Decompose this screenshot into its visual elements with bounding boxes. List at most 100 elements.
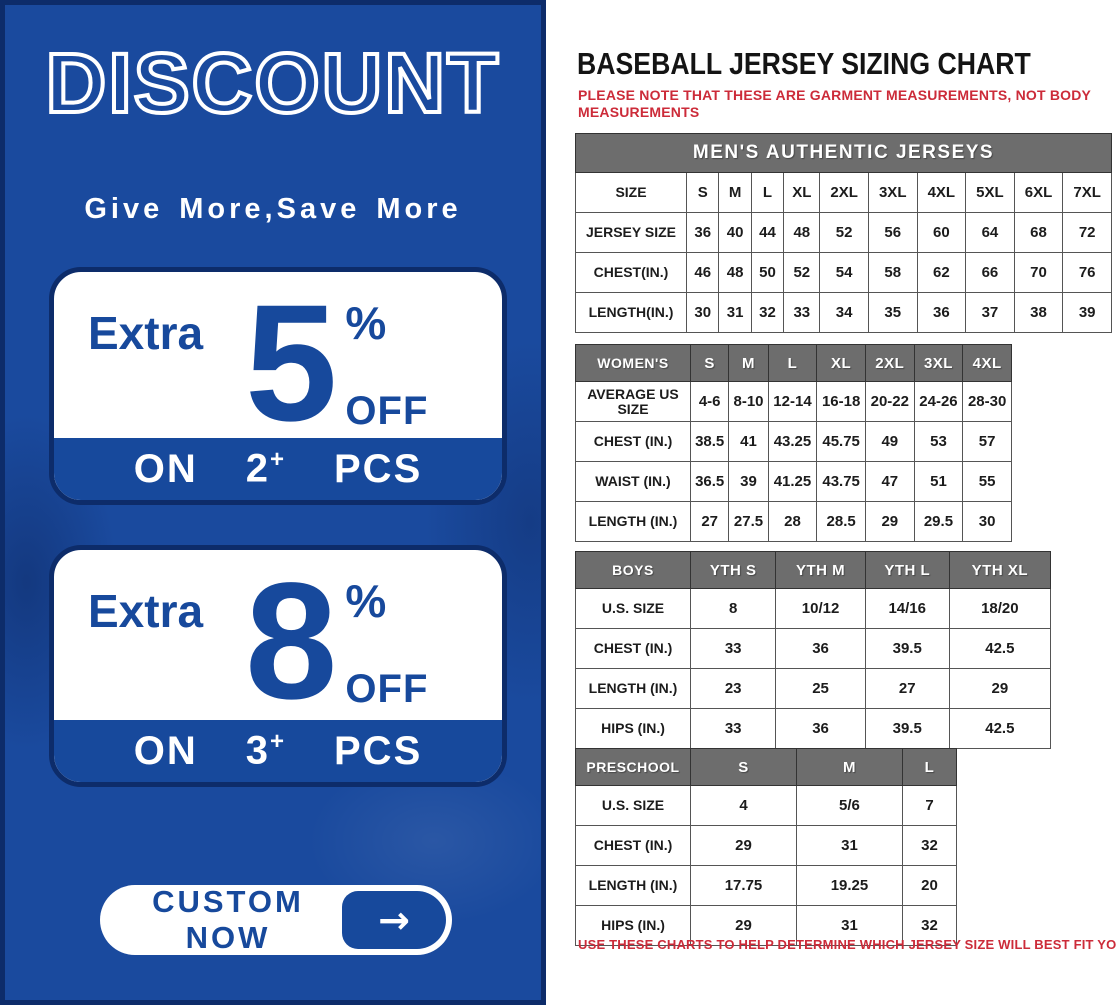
value-cell: 32 bbox=[901, 905, 958, 946]
table-row: LENGTH (IN.) 27 27.5 28 28.5 29 29.5 30 bbox=[575, 501, 1012, 542]
value-cell: 30 bbox=[962, 501, 1012, 542]
value-cell: 66 bbox=[965, 252, 1015, 293]
table-row: HIPS (IN.) 29 31 32 bbox=[575, 905, 958, 946]
value-cell: 31 bbox=[795, 825, 903, 866]
value-cell: 24-26 bbox=[913, 381, 964, 422]
value-cell: 72 bbox=[1062, 212, 1112, 253]
row-label-cell: CHEST (IN.) bbox=[575, 628, 691, 669]
value-cell: 51 bbox=[913, 461, 964, 502]
value-cell: 36 bbox=[775, 708, 866, 749]
cta-arrow-chip: → bbox=[342, 891, 446, 949]
value-cell: 38 bbox=[1013, 292, 1064, 333]
value-cell: 42.5 bbox=[948, 708, 1052, 749]
value-cell: 58 bbox=[867, 252, 918, 293]
value-cell: 3XL bbox=[867, 172, 918, 213]
table-row: U.S. SIZE 8 10/12 14/16 18/20 bbox=[575, 588, 1052, 629]
value-cell: 42.5 bbox=[948, 628, 1052, 669]
column-header-cell: 4XL bbox=[962, 344, 1012, 382]
value-cell: 28 bbox=[767, 501, 818, 542]
value-cell: 36 bbox=[916, 292, 967, 333]
custom-now-button[interactable]: CUSTOM NOW → bbox=[100, 884, 452, 955]
table-row: WAIST (IN.) 36.5 39 41.25 43.75 47 51 55 bbox=[575, 461, 1012, 502]
womens-header-label: WOMEN'S bbox=[575, 344, 691, 382]
offer-condition-bar: ON 3+ PCS bbox=[54, 720, 502, 782]
value-cell: 70 bbox=[1013, 252, 1064, 293]
mens-table: MEN'S AUTHENTIC JERSEYS SIZE S M L XL 2XL 3XL 4X… bbox=[575, 133, 1112, 333]
value-cell: 27 bbox=[689, 501, 730, 542]
row-label-cell: U.S. SIZE bbox=[575, 588, 691, 629]
value-cell: 60 bbox=[916, 212, 967, 253]
column-header-cell: 2XL bbox=[864, 344, 915, 382]
value-cell: 44 bbox=[750, 212, 785, 253]
value-cell: 36 bbox=[775, 628, 866, 669]
offer-discount-value: 8 bbox=[245, 549, 338, 734]
offer-discount-value: 5 bbox=[245, 271, 338, 456]
value-cell: 64 bbox=[965, 212, 1015, 253]
value-cell: 38.5 bbox=[689, 421, 730, 462]
value-cell: 48 bbox=[783, 212, 821, 253]
boys-header-label: BOYS bbox=[575, 551, 691, 589]
value-cell: 2XL bbox=[819, 172, 869, 213]
row-label-cell: LENGTH(IN.) bbox=[575, 292, 687, 333]
offer-top: Extra 8 % OFF bbox=[54, 549, 502, 734]
value-cell: 39 bbox=[728, 461, 769, 502]
value-cell: 33 bbox=[783, 292, 821, 333]
value-cell: 49 bbox=[864, 421, 915, 462]
column-header-cell: YTH L bbox=[864, 551, 950, 589]
column-header-cell: YTH M bbox=[775, 551, 866, 589]
offer-card-5-percent: Extra 5 % OFF ON 2+ PCS bbox=[49, 267, 507, 505]
value-cell: 50 bbox=[750, 252, 785, 293]
preschool-header-label: PRESCHOOL bbox=[575, 748, 691, 786]
value-cell: 39.5 bbox=[864, 628, 950, 669]
table-row: LENGTH (IN.) 23 25 27 29 bbox=[575, 668, 1052, 709]
boys-sizing-table: BOYS YTH S YTH M YTH L YTH XL U.S. SIZE 8 10/12… bbox=[575, 551, 1052, 749]
value-cell: 10/12 bbox=[775, 588, 866, 629]
value-cell: 76 bbox=[1062, 252, 1112, 293]
value-cell: 7XL bbox=[1062, 172, 1112, 213]
value-cell: 28.5 bbox=[816, 501, 866, 542]
value-cell: 33 bbox=[689, 708, 777, 749]
fit-advice-note: USE THESE CHARTS TO HELP DETERMINE WHICH… bbox=[578, 937, 1116, 952]
offer-top: Extra 5 % OFF bbox=[54, 271, 502, 456]
value-cell: 62 bbox=[916, 252, 967, 293]
on-label: ON bbox=[133, 728, 198, 773]
value-cell: 30 bbox=[685, 292, 720, 333]
offer-card-8-percent: Extra 8 % OFF ON 3+ PCS bbox=[49, 545, 507, 787]
column-header-cell: YTH S bbox=[689, 551, 777, 589]
row-label-cell: CHEST (IN.) bbox=[575, 825, 691, 866]
column-header-cell: 3XL bbox=[913, 344, 964, 382]
mens-table-title: MEN'S AUTHENTIC JERSEYS bbox=[575, 133, 1112, 173]
percent-sign: % bbox=[345, 297, 387, 349]
value-cell: 52 bbox=[819, 212, 869, 253]
value-cell: 39.5 bbox=[864, 708, 950, 749]
value-cell: 54 bbox=[819, 252, 869, 293]
value-cell: 27.5 bbox=[728, 501, 769, 542]
preschool-sizing-table: PRESCHOOL S M L U.S. SIZE 4 5/6 7 CHEST (IN.) 29 3… bbox=[575, 748, 958, 946]
value-cell: 55 bbox=[962, 461, 1012, 502]
value-cell: 27 bbox=[864, 668, 950, 709]
value-cell: 33 bbox=[689, 628, 777, 669]
column-header-cell: XL bbox=[816, 344, 866, 382]
pcs-label: PCS bbox=[334, 446, 423, 491]
row-label-cell: SIZE bbox=[575, 172, 687, 213]
promo-subtitle: Give More,Save More bbox=[84, 193, 462, 225]
table-row: LENGTH (IN.) 17.75 19.25 20 bbox=[575, 865, 958, 906]
value-cell: 32 bbox=[750, 292, 785, 333]
plus-sign: + bbox=[269, 446, 286, 474]
value-cell: 40 bbox=[718, 212, 752, 253]
column-header-cell: L bbox=[901, 748, 958, 786]
value-cell: 53 bbox=[913, 421, 964, 462]
value-cell: 8 bbox=[689, 588, 777, 629]
row-label-cell: JERSEY SIZE bbox=[575, 212, 687, 253]
value-cell: 45.75 bbox=[816, 421, 866, 462]
row-label-cell: LENGTH (IN.) bbox=[575, 865, 691, 906]
value-cell: 28-30 bbox=[962, 381, 1012, 422]
value-cell: M bbox=[718, 172, 752, 213]
preschool-table: PRESCHOOL S M L U.S. SIZE 4 5/6 7 CHEST (IN.) 29 3… bbox=[575, 748, 958, 946]
womens-table: WOMEN'S S M L XL 2XL 3XL 4XL AVERAGE US SIZE 4-6 8… bbox=[575, 344, 1012, 542]
row-label-cell: CHEST(IN.) bbox=[575, 252, 687, 293]
row-label-cell: AVERAGE US SIZE bbox=[575, 381, 691, 422]
value-cell: 18/20 bbox=[948, 588, 1052, 629]
value-cell: 4-6 bbox=[689, 381, 730, 422]
offer-extra-label: Extra bbox=[88, 307, 204, 359]
